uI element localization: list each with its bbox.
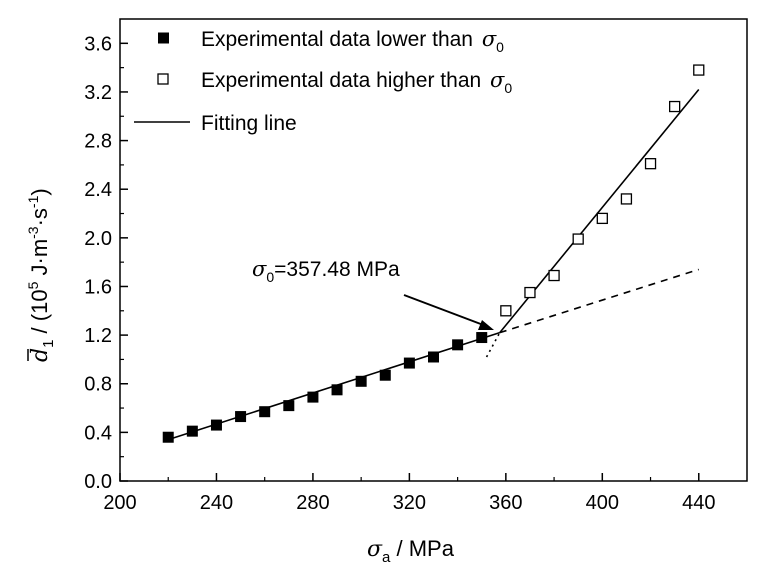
data-point-lower <box>283 400 295 412</box>
x-tick-label: 360 <box>489 492 522 514</box>
data-point-lower <box>452 339 464 351</box>
y-tick-label: 1.6 <box>84 276 112 298</box>
data-point-higher <box>644 158 657 170</box>
data-point-lower <box>355 375 367 387</box>
data-point-higher <box>572 233 584 245</box>
data-point-lower <box>331 384 343 396</box>
y-tick-label: 2.4 <box>84 179 112 201</box>
y-tick-label: 0.4 <box>84 422 112 444</box>
data-point-lower <box>259 406 271 418</box>
data-point-higher <box>620 193 633 205</box>
data-point-lower <box>403 357 415 369</box>
legend-label: Fitting line <box>201 112 297 135</box>
annotation-label: σ0=357.48 MPa <box>252 257 400 285</box>
x-axis-label: σa / MPa <box>367 536 455 566</box>
ticks: 200 240 280 320 360 400 440 0.0 0.4 0.8 1.2 1.6 2.0 2… <box>84 33 715 514</box>
plot-frame <box>119 18 748 482</box>
x-tick-label: 280 <box>296 492 329 514</box>
data-point-higher <box>693 64 705 76</box>
data-point-higher <box>596 212 608 225</box>
x-tick-label: 200 <box>103 492 136 514</box>
data-points <box>162 64 705 443</box>
fit-lines <box>167 89 700 441</box>
y-tick-label: 2.0 <box>84 228 112 250</box>
annotation: σ0=357.48 MPa <box>252 257 494 330</box>
data-point-higher <box>548 269 560 282</box>
legend-marker-filled-square <box>158 32 169 44</box>
fit-extension-line <box>485 332 501 358</box>
y-tick-label: 3.2 <box>84 82 112 104</box>
data-point-lower <box>476 332 488 344</box>
y-tick-label: 2.8 <box>84 131 112 153</box>
data-point-higher <box>500 305 512 317</box>
legend-marker-open-square <box>157 73 169 85</box>
data-point-lower <box>162 431 174 443</box>
svg-text:d1 / (105 J·m-3·s-1): d1 / (105 J·m-3·s-1) <box>25 188 57 362</box>
y-axis-label: d1 / (105 J·m-3·s-1) <box>25 188 57 362</box>
y-tick-label: 3.6 <box>84 33 112 55</box>
legend-label: Experimental data lower than σ0 <box>201 27 504 55</box>
data-point-lower <box>379 369 391 381</box>
data-point-lower <box>186 425 198 437</box>
data-point-lower <box>428 351 439 363</box>
data-point-lower <box>210 419 222 431</box>
x-tick-label: 320 <box>393 492 426 514</box>
x-tick-label: 240 <box>200 492 233 514</box>
data-point-lower <box>307 391 319 403</box>
fit-extension-line <box>499 268 700 334</box>
annotation-arrow-line <box>403 294 487 327</box>
data-point-lower <box>235 411 247 423</box>
x-tick-label: 440 <box>682 492 715 514</box>
legend-label: Experimental data higher than σ0 <box>201 68 512 96</box>
y-tick-label: 0.8 <box>84 374 112 396</box>
x-tick-label: 400 <box>586 492 619 514</box>
data-point-higher <box>669 100 681 113</box>
legend: Experimental data lower than σ0 Experimen… <box>134 27 512 135</box>
data-point-higher <box>524 286 536 299</box>
annotation-arrowhead <box>478 320 494 330</box>
y-tick-label: 1.2 <box>84 325 112 347</box>
y-tick-label: 0.0 <box>84 471 112 493</box>
